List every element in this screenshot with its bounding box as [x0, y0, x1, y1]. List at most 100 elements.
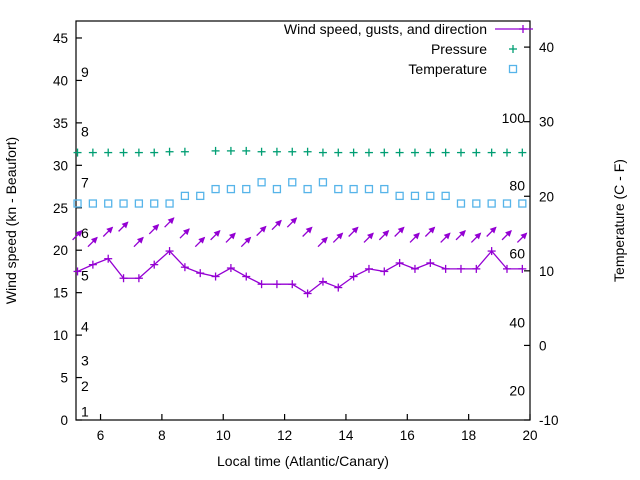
wind-direction-arrow: [256, 225, 267, 237]
temperature-point: [518, 199, 527, 208]
wind-direction-arrow: [302, 226, 313, 237]
temperature-point: [196, 191, 205, 201]
x-axis-tick-label: 18: [461, 428, 476, 443]
y2-axis-tick-label: 20: [539, 189, 554, 204]
y2-axis-tick-label: 10: [539, 264, 554, 279]
y-axis-tick-label: 45: [53, 31, 68, 46]
temperature-point: [257, 178, 266, 187]
temperature-point: [288, 178, 297, 187]
y-axis-tick-label: 15: [53, 286, 68, 301]
y-axis-tick-label: 25: [53, 201, 68, 216]
wind-direction-arrow: [440, 232, 451, 243]
wind-direction-arrow: [210, 229, 221, 241]
wind-direction-arrow: [378, 229, 390, 241]
x-axis-title: Local time (Atlantic/Canary): [217, 453, 389, 469]
wind-direction-arrow: [102, 226, 114, 237]
wind-direction-arrow: [501, 229, 512, 241]
legend-label-1: Pressure: [431, 41, 487, 57]
y-axis-tick-label: 40: [53, 73, 68, 88]
temperature-point: [211, 184, 220, 194]
pressure-scale-label: 20: [509, 382, 525, 398]
temperature-point: [242, 184, 251, 194]
temperature-point: [410, 191, 420, 201]
y-axis-tick-label: 0: [60, 413, 68, 428]
wind-direction-arrow: [317, 236, 328, 248]
wind-direction-arrow: [286, 217, 298, 228]
y2-axis-tick-label: 0: [539, 338, 547, 353]
pressure-scale-label: 100: [502, 110, 526, 126]
wind-direction-arrow: [470, 232, 482, 243]
temperature-point: [104, 199, 113, 208]
beaufort-scale-label: 5: [81, 268, 89, 284]
beaufort-scale-label: 8: [81, 123, 89, 139]
y-axis-title: Wind speed (kn - Beaufort): [3, 137, 19, 304]
y2-axis-tick-label: -10: [539, 413, 559, 428]
temperature-point: [303, 184, 312, 194]
temperature-point: [150, 199, 159, 208]
temperature-point: [487, 199, 496, 208]
temperature-point: [134, 199, 144, 208]
temperature-point: [426, 191, 435, 201]
x-axis-tick-label: 12: [277, 428, 292, 443]
temperature-point: [180, 191, 190, 201]
temperature-point: [318, 178, 328, 187]
beaufort-scale-label: 3: [81, 353, 89, 369]
temperature-point: [472, 199, 481, 208]
temperature-point: [165, 199, 174, 208]
temperature-point: [88, 199, 98, 208]
wind-direction-arrow: [148, 224, 160, 235]
pressure-scale-label: 60: [509, 246, 525, 262]
temperature-point: [226, 184, 236, 194]
y-axis-tick-label: 5: [60, 371, 68, 386]
wind-direction-arrow: [72, 229, 83, 241]
y-axis-tick-label: 30: [53, 158, 68, 173]
y2-axis-tick-label: 30: [539, 115, 554, 130]
wind-direction-arrow: [409, 232, 420, 243]
temperature-point: [349, 184, 358, 194]
temperature-point: [380, 184, 389, 194]
pressure-scale-label: 80: [509, 178, 525, 194]
wind-direction-arrow: [516, 232, 528, 243]
wind-direction-arrow: [133, 236, 144, 248]
wind-direction-arrow: [240, 236, 252, 248]
temperature-point: [395, 191, 404, 201]
x-axis-tick-label: 14: [338, 428, 354, 443]
legend-label-2: Temperature: [408, 61, 487, 77]
wind-direction-arrow: [179, 228, 190, 239]
wind-direction-arrow: [424, 226, 436, 237]
temperature-point: [456, 199, 466, 208]
wind-direction-arrow: [87, 236, 98, 248]
temperature-point: [364, 184, 374, 194]
wind-speed-line: [77, 250, 523, 295]
temperature-point: [272, 184, 282, 194]
beaufort-scale-label: 4: [81, 319, 89, 335]
wind-direction-arrow: [225, 232, 236, 243]
wind-direction-arrow: [363, 232, 374, 243]
wind-direction-arrow: [271, 219, 282, 231]
temperature-point: [73, 199, 82, 208]
legend-label-0: Wind speed, gusts, and direction: [284, 21, 487, 37]
wind-direction-arrow: [394, 226, 405, 237]
beaufort-scale-label: 2: [81, 378, 89, 394]
y2-axis-title: Temperature (C - F): [611, 159, 627, 282]
wind-direction-arrow: [118, 221, 129, 232]
temperature-point: [502, 199, 512, 208]
wind-direction-arrow: [348, 226, 359, 237]
plot-border: [75, 20, 531, 421]
temperature-point: [334, 184, 343, 194]
wind-direction-arrow: [194, 236, 206, 248]
temperature-point: [119, 199, 128, 208]
wind-direction-arrow: [164, 217, 175, 228]
beaufort-scale-label: 9: [81, 64, 89, 80]
wind-direction-arrow: [486, 226, 497, 237]
legend-sample-temperature: [508, 64, 518, 74]
beaufort-scale-label: 7: [81, 174, 89, 190]
pressure-scale-label: 40: [509, 314, 525, 330]
y-axis-tick-label: 20: [53, 243, 68, 258]
beaufort-scale-label: 1: [81, 404, 89, 420]
x-axis-tick-label: 6: [97, 428, 105, 443]
x-axis-tick-label: 16: [400, 428, 415, 443]
temperature-point: [441, 191, 450, 201]
